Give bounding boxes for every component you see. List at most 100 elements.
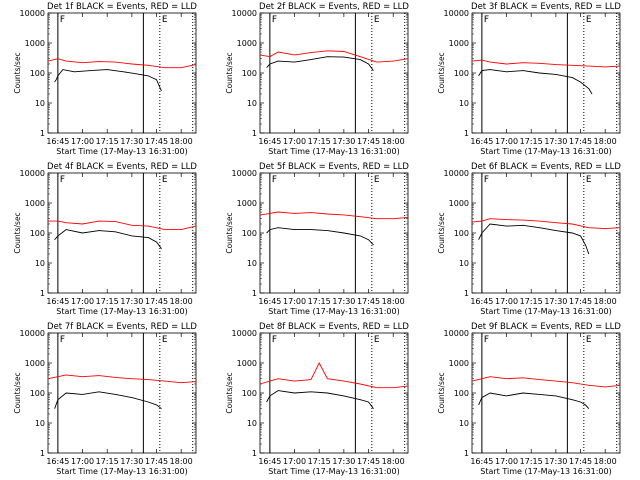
detector-panel: Det 3f BLACK = Events, RED = LLD 1 10 100 10… bbox=[437, 2, 621, 156]
y-tick-label: 1 bbox=[464, 449, 469, 458]
x-tick-label: 17:15 bbox=[520, 137, 543, 146]
x-tick-label: 18:00 bbox=[594, 137, 617, 146]
x-tick-label: 17:45 bbox=[569, 137, 592, 146]
x-tick-label: 17:00 bbox=[283, 297, 306, 306]
y-axis-label: Counts/sec bbox=[13, 52, 22, 93]
x-tick-label: 17:15 bbox=[96, 137, 119, 146]
marker-letter: F bbox=[272, 15, 277, 25]
marker-letter: E bbox=[586, 335, 592, 345]
y-tick-label: 10 bbox=[247, 419, 257, 428]
x-tick-label: 16:45 bbox=[470, 297, 493, 306]
lld-series-line bbox=[259, 211, 409, 220]
marker-letter: F bbox=[272, 335, 277, 345]
x-tick-label: 17:30 bbox=[332, 457, 355, 466]
y-tick-label: 100 bbox=[454, 69, 469, 78]
y-axis-label: Counts/sec bbox=[437, 372, 446, 413]
y-axis-label: Counts/sec bbox=[437, 212, 446, 253]
x-tick-label: 17:45 bbox=[357, 297, 380, 306]
marker-letter: E bbox=[374, 175, 380, 185]
y-tick-label: 10 bbox=[459, 419, 469, 428]
x-tick-label: 17:15 bbox=[520, 297, 543, 306]
x-tick-label: 16:45 bbox=[46, 457, 69, 466]
x-tick-label: 17:00 bbox=[495, 137, 518, 146]
marker-letter: E bbox=[586, 15, 592, 25]
panel-title: Det 2f BLACK = Events, RED = LLD bbox=[259, 2, 409, 12]
panel-title: Det 3f BLACK = Events, RED = LLD bbox=[471, 2, 621, 12]
x-tick-label: 17:45 bbox=[569, 297, 592, 306]
y-tick-label: 100 bbox=[30, 389, 45, 398]
panel-title: Det 8f BLACK = Events, RED = LLD bbox=[259, 322, 409, 332]
marker-letter: F bbox=[484, 335, 489, 345]
lld-series-line bbox=[47, 374, 197, 384]
y-tick-label: 1 bbox=[40, 449, 45, 458]
marker-letter: E bbox=[374, 335, 380, 345]
marker-letter: F bbox=[272, 175, 277, 185]
x-axis-label: Start Time (17-May-13 16:31:00) bbox=[480, 467, 611, 476]
events-series-line bbox=[266, 390, 374, 409]
plot-frame bbox=[259, 12, 409, 134]
detector-panel: Det 6f BLACK = Events, RED = LLD 1 10 100 10… bbox=[437, 162, 621, 316]
x-tick-label: 17:00 bbox=[283, 457, 306, 466]
x-tick-label: 16:45 bbox=[258, 457, 281, 466]
x-tick-label: 17:15 bbox=[308, 297, 331, 306]
events-series-line bbox=[478, 392, 590, 409]
y-tick-label: 1 bbox=[252, 129, 257, 138]
y-tick-label: 1 bbox=[252, 449, 257, 458]
x-tick-label: 17:30 bbox=[120, 137, 143, 146]
events-series-line bbox=[478, 69, 593, 95]
panel-title: Det 5f BLACK = Events, RED = LLD bbox=[259, 162, 409, 172]
y-tick-label: 10000 bbox=[444, 329, 469, 338]
y-axis-label: Counts/sec bbox=[437, 52, 446, 93]
x-tick-label: 17:30 bbox=[544, 137, 567, 146]
lld-series-line bbox=[47, 58, 197, 69]
lld-series-line bbox=[259, 50, 409, 63]
events-series-line bbox=[54, 69, 162, 92]
y-tick-label: 10 bbox=[35, 99, 45, 108]
plot-frame bbox=[471, 12, 621, 134]
x-tick-label: 18:00 bbox=[170, 457, 193, 466]
x-tick-label: 16:45 bbox=[46, 297, 69, 306]
y-tick-label: 10 bbox=[247, 259, 257, 268]
x-tick-label: 17:00 bbox=[71, 457, 94, 466]
x-axis-label: Start Time (17-May-13 16:31:00) bbox=[268, 147, 399, 156]
plot-frame bbox=[47, 12, 197, 134]
y-tick-label: 1 bbox=[252, 289, 257, 298]
plot-frame bbox=[259, 172, 409, 294]
panel-title: Det 9f BLACK = Events, RED = LLD bbox=[471, 322, 621, 332]
y-tick-label: 1000 bbox=[237, 39, 257, 48]
events-series-line bbox=[478, 223, 590, 255]
x-tick-label: 17:00 bbox=[495, 297, 518, 306]
x-tick-label: 17:30 bbox=[332, 137, 355, 146]
x-tick-label: 17:30 bbox=[332, 297, 355, 306]
x-tick-label: 17:30 bbox=[544, 457, 567, 466]
y-axis-label: Counts/sec bbox=[13, 372, 22, 413]
y-axis-label: Counts/sec bbox=[225, 52, 234, 93]
x-tick-label: 18:00 bbox=[382, 137, 405, 146]
y-tick-label: 1 bbox=[464, 289, 469, 298]
detector-panel: Det 1f BLACK = Events, RED = LLD 1 10 100 10… bbox=[13, 2, 197, 156]
marker-letter: E bbox=[162, 15, 168, 25]
y-tick-label: 10000 bbox=[444, 9, 469, 18]
panel-title: Det 7f BLACK = Events, RED = LLD bbox=[47, 322, 197, 332]
y-tick-label: 100 bbox=[454, 229, 469, 238]
y-axis-label: Counts/sec bbox=[225, 212, 234, 253]
x-tick-label: 16:45 bbox=[46, 137, 69, 146]
y-tick-label: 1000 bbox=[449, 199, 469, 208]
x-tick-label: 17:30 bbox=[544, 297, 567, 306]
panel-title: Det 6f BLACK = Events, RED = LLD bbox=[471, 162, 621, 172]
x-tick-label: 16:45 bbox=[470, 137, 493, 146]
lld-series-line bbox=[48, 220, 197, 231]
x-tick-label: 18:00 bbox=[382, 457, 405, 466]
y-tick-label: 100 bbox=[454, 389, 469, 398]
y-tick-label: 100 bbox=[242, 229, 257, 238]
x-axis-label: Start Time (17-May-13 16:31:00) bbox=[56, 467, 187, 476]
x-axis-label: Start Time (17-May-13 16:31:00) bbox=[480, 307, 611, 316]
x-tick-label: 18:00 bbox=[382, 297, 405, 306]
plot-frame bbox=[471, 172, 621, 294]
x-axis-label: Start Time (17-May-13 16:31:00) bbox=[56, 307, 187, 316]
detector-panel: Det 9f BLACK = Events, RED = LLD 1 10 100 10… bbox=[437, 322, 621, 476]
marker-letter: F bbox=[60, 335, 65, 345]
events-series-line bbox=[266, 56, 374, 71]
x-tick-label: 16:45 bbox=[258, 137, 281, 146]
y-tick-label: 1 bbox=[464, 129, 469, 138]
